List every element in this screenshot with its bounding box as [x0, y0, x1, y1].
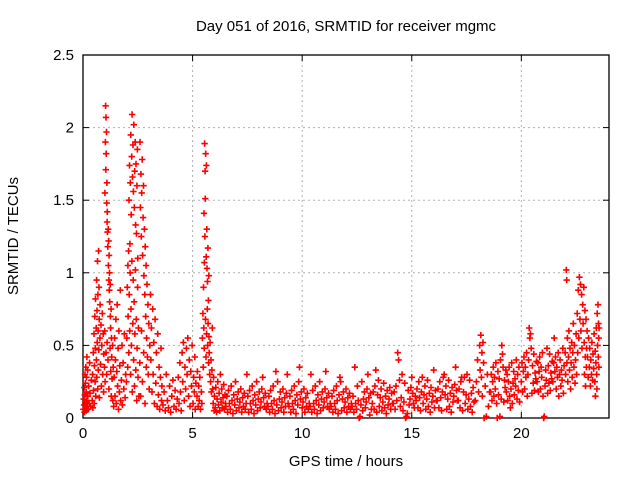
y-tick-labels: 0 0.5 1 1.5 2 2.5 — [53, 47, 74, 427]
y-tick-label: 1.5 — [53, 192, 74, 209]
y-tick-label: 0.5 — [53, 337, 74, 354]
chart-title: Day 051 of 2016, SRMTID for receiver mgm… — [196, 18, 497, 35]
grid-lines — [83, 55, 609, 418]
x-tick-label: 0 — [79, 425, 87, 442]
data-points — [80, 102, 603, 422]
y-tick-label: 2 — [66, 120, 74, 137]
x-tick-labels: 0 5 10 15 20 — [79, 425, 530, 442]
x-tick-label: 5 — [188, 425, 196, 442]
plot-border — [82, 54, 610, 419]
x-axis-label: GPS time / hours — [289, 453, 403, 470]
x-tick-label: 10 — [294, 425, 311, 442]
x-tick-label: 15 — [403, 425, 420, 442]
y-tick-label: 1 — [66, 265, 74, 282]
y-tick-label: 0 — [66, 410, 74, 427]
axis-ticks — [82, 54, 609, 419]
scatter-markers — [80, 102, 603, 422]
x-tick-label: 20 — [513, 425, 530, 442]
y-axis-label: SRMTID / TECUs — [5, 177, 22, 295]
y-tick-label: 2.5 — [53, 47, 74, 64]
